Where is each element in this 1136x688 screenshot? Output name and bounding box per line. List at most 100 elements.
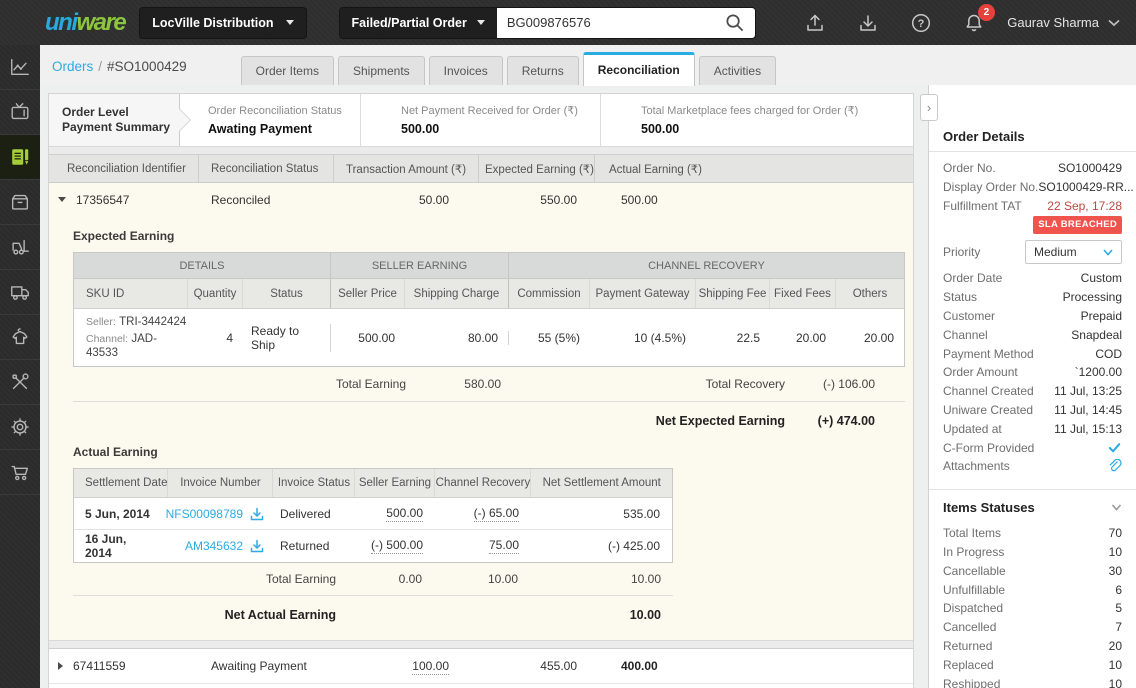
field-display-order-no: Display Order No. SO1000429-RR... — [943, 179, 1134, 194]
field-order-no: Order No. SO1000429 — [943, 161, 1122, 175]
user-name: Gaurav Sharma — [1007, 15, 1099, 30]
expected-earning-title: Expected Earning — [73, 229, 175, 243]
sla-breached-badge: SLA BREACHED — [1033, 216, 1122, 235]
search-icon[interactable] — [724, 12, 745, 33]
help-button[interactable]: ? — [910, 12, 932, 34]
field-updated-at: Updated at 11 Jul, 15:13 — [943, 421, 1122, 436]
divider-band — [49, 146, 913, 155]
collapse-caret-icon[interactable] — [58, 197, 66, 202]
field-channel: Channel Snapdeal — [943, 327, 1122, 342]
sidebar-item-settings[interactable] — [0, 405, 40, 450]
logo-ware: ware — [76, 8, 127, 36]
stat-total-items: Total Items 70 — [943, 526, 1122, 541]
main-area: Orders / #SO1000429 Order Items Shipment… — [40, 45, 1136, 688]
download-invoice-icon[interactable] — [249, 538, 265, 554]
sidebar-item-dispatch[interactable] — [0, 270, 40, 315]
expected-earning-table: DETAILS SELLER EARNING CHANNEL RECOVERY … — [73, 252, 905, 367]
breadcrumb-separator: / — [98, 59, 103, 74]
sidebar-item-products[interactable] — [0, 315, 40, 360]
reconciliation-row[interactable]: 67411559 Awaiting Payment 100.00 455.00 … — [49, 649, 913, 684]
stat-returned: Returned 20 — [943, 638, 1122, 653]
breadcrumb-tab-row: Orders / #SO1000429 Order Items Shipment… — [40, 45, 1136, 86]
tab-shipments[interactable]: Shipments — [337, 56, 425, 85]
facility-dropdown[interactable]: LocVille Distribution — [139, 6, 307, 39]
search-type-dropdown[interactable]: Failed/Partial Order — [339, 7, 497, 38]
sidebar-item-fulfillment[interactable] — [0, 225, 40, 270]
orders-document-icon — [12, 149, 29, 165]
stat-unfulfillable: Unfulfillable 6 — [943, 582, 1122, 597]
breadcrumb-orders-link[interactable]: Orders — [52, 59, 94, 74]
notifications-button[interactable]: 2 — [963, 3, 995, 34]
field-order-amount: Order Amount `1200.00 — [943, 365, 1122, 380]
user-menu[interactable]: Gaurav Sharma — [1007, 15, 1120, 30]
order-level-payment-summary: Order Level Payment Summary Order Reconc… — [49, 94, 913, 146]
facility-dropdown-label: LocVille Distribution — [152, 15, 274, 30]
expected-earning-row: Seller: TRI-3442424 Channel: JAD-43533 4… — [74, 309, 904, 366]
reconciliation-row-expanded[interactable]: 17356547 Reconciled 50.00 550.00 500.00 — [49, 183, 913, 216]
cart-icon — [11, 465, 29, 481]
expand-caret-icon[interactable] — [58, 662, 63, 670]
stat-replaced: Replaced 10 — [943, 657, 1122, 672]
download-button[interactable] — [857, 12, 879, 34]
field-priority: Priority Medium — [943, 240, 1122, 265]
chevron-down-icon — [1108, 19, 1120, 26]
apparel-hanger-icon — [12, 328, 28, 345]
field-channel-created: Channel Created 11 Jul, 13:25 — [943, 384, 1122, 399]
chevron-down-icon — [1103, 249, 1113, 256]
tab-reconciliation[interactable]: Reconciliation — [582, 52, 695, 86]
order-details-panel: › Order Details Order No. SO1000429 Disp… — [920, 85, 1136, 688]
field-cform-provided: C-Form Provided — [943, 439, 1122, 458]
download-invoice-icon[interactable] — [249, 506, 265, 522]
tv-icon — [11, 103, 29, 120]
tab-invoices[interactable]: Invoices — [428, 56, 503, 85]
chevron-down-icon — [1111, 504, 1122, 511]
reconciliation-row[interactable]: 17313820 Awaiting Payment 112.00 234.00 … — [49, 684, 913, 688]
priority-select[interactable]: Medium — [1025, 240, 1122, 265]
sidebar — [0, 45, 40, 688]
payment-summary-selector[interactable]: Order Level Payment Summary — [49, 94, 191, 146]
field-status: Status Processing — [943, 290, 1122, 305]
tab-activities[interactable]: Activities — [698, 56, 777, 85]
net-expected-earning: Net Expected Earning (+) 474.00 — [655, 414, 875, 428]
breadcrumb-current-order: #SO1000429 — [107, 59, 187, 74]
sidebar-item-purchases[interactable] — [0, 450, 40, 495]
actual-earning-table: Settlement Date Invoice Number Invoice S… — [73, 468, 673, 563]
paperclip-icon[interactable] — [1107, 459, 1122, 474]
items-statuses-header[interactable]: Items Statuses — [943, 500, 1122, 515]
stat-reconciliation-status: Order Reconciliation Status Awating Paym… — [208, 104, 342, 136]
sla-badge-row: SLA BREACHED — [943, 216, 1122, 235]
chevron-down-icon — [285, 20, 294, 25]
box-icon — [11, 194, 29, 210]
sidebar-item-channels[interactable] — [0, 90, 40, 135]
actual-earning-totals: Total Earning 0.00 10.00 10.00 — [73, 563, 673, 596]
tools-icon — [12, 373, 29, 390]
collapse-panel-button[interactable]: › — [920, 94, 938, 121]
order-tabs: Order Items Shipments Invoices Returns R… — [240, 52, 777, 86]
upload-button[interactable] — [804, 12, 826, 34]
settlement-row: 16 Jun, 2014 AM345632 Returne — [74, 530, 672, 562]
order-details-title: Order Details — [943, 129, 1025, 144]
tab-returns[interactable]: Returns — [506, 56, 579, 85]
sidebar-item-orders[interactable] — [0, 135, 40, 180]
stat-marketplace-fees: Total Marketplace fees charged for Order… — [600, 94, 913, 146]
invoice-link[interactable]: AM345632 — [184, 539, 243, 553]
reconciliation-detail: Expected Earning DETAILS SELLER EARNING … — [49, 216, 913, 640]
check-icon — [1108, 443, 1121, 453]
sidebar-item-analytics[interactable] — [0, 45, 40, 90]
settlement-row: 5 Jun, 2014 NFS00098789 Deliv — [74, 498, 672, 530]
divider-band — [49, 640, 913, 649]
tab-order-items[interactable]: Order Items — [240, 56, 334, 85]
sidebar-item-tools[interactable] — [0, 360, 40, 405]
reconciliation-content: Order Level Payment Summary Order Reconc… — [40, 85, 920, 688]
truck-icon — [11, 286, 29, 300]
stat-cancellable: Cancellable 30 — [943, 563, 1122, 578]
stat-reshipped: Reshipped 10 — [943, 676, 1122, 688]
topbar-actions: ? 2 — [804, 3, 995, 34]
divider — [929, 151, 1136, 152]
invoice-link[interactable]: NFS00098789 — [165, 506, 243, 521]
field-uniware-created: Uniware Created 11 Jul, 14:45 — [943, 402, 1122, 417]
uniware-logo: uniware — [45, 8, 127, 36]
chevron-right-icon: › — [926, 100, 932, 115]
sidebar-item-inventory[interactable] — [0, 180, 40, 225]
search-input[interactable] — [506, 15, 724, 30]
